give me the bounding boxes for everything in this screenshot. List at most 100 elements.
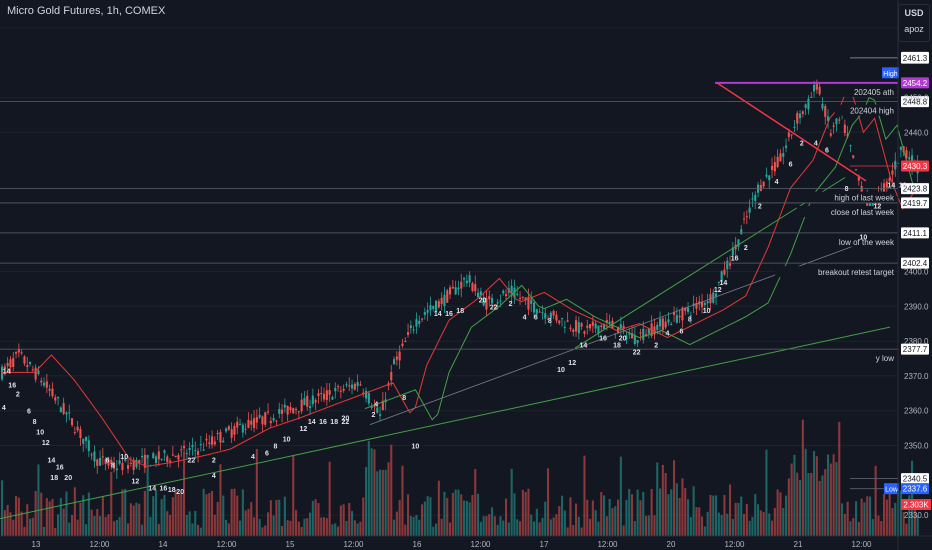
candle-body: [586, 325, 589, 328]
volume-bar: [628, 488, 631, 536]
count-label: 12: [42, 440, 50, 447]
candle-body: [367, 393, 370, 404]
volume-bar: [320, 517, 323, 536]
candle-body: [211, 436, 214, 445]
candle-body: [297, 411, 300, 413]
time-axis-tick: 12:00: [89, 540, 110, 549]
candle-body: [110, 459, 113, 465]
candle-body: [68, 412, 71, 414]
moving-average-red: [1, 89, 915, 467]
volume-bar: [359, 521, 362, 536]
volume-bar: [765, 449, 768, 536]
time-axis-tick: 12:00: [851, 540, 872, 549]
price-tag-bg: [901, 257, 929, 269]
count-label: 2: [654, 343, 658, 350]
volume-bar: [745, 504, 748, 536]
candle-body: [667, 319, 670, 323]
count-label: 8: [688, 316, 692, 323]
volume-bar: [334, 523, 337, 536]
volume-bar: [507, 522, 510, 536]
candle-body: [152, 453, 155, 458]
volume-bar: [435, 523, 438, 536]
candle-body: [594, 323, 597, 329]
high-tag-bg: [882, 67, 899, 79]
count-label: 22: [188, 457, 196, 464]
count-label: 14: [148, 485, 156, 492]
level-label-bg: [834, 104, 894, 116]
candle-body: [267, 411, 270, 413]
candle-body: [107, 458, 110, 466]
candle-body: [183, 446, 186, 449]
volume-bar: [401, 465, 404, 536]
volume-bar: [474, 469, 477, 536]
count-label: 6: [265, 450, 269, 457]
candle-body: [715, 293, 718, 297]
candle-body: [527, 296, 530, 310]
candle-body: [785, 145, 788, 148]
volume-bar: [712, 495, 715, 536]
candle-body: [227, 426, 230, 430]
count-label: 6: [27, 409, 31, 416]
volume-bar: [894, 502, 897, 536]
volume-bar: [706, 511, 709, 536]
candle-body: [684, 307, 687, 311]
candle-body: [9, 359, 12, 368]
count-label: 12: [568, 360, 576, 367]
candle-body: [446, 290, 449, 303]
level-label-bg: [813, 235, 894, 247]
candle-body: [832, 125, 835, 127]
volume-bar: [230, 489, 233, 536]
price-axis-tick: 2450.0: [904, 93, 929, 102]
volume-bar: [289, 520, 292, 536]
count-label: 2: [16, 391, 20, 398]
level-label: y low: [876, 354, 894, 363]
volume-bar: [51, 499, 54, 536]
volume-bar: [337, 526, 340, 536]
candle-body: [269, 420, 272, 424]
candle-body: [874, 202, 877, 205]
volume-bar: [199, 527, 202, 536]
volume-bar: [589, 518, 592, 536]
volume-bar: [132, 505, 135, 536]
currency-selector[interactable]: USD apoz: [898, 4, 930, 42]
volume-bar: [740, 496, 743, 536]
price-tag-bg: [901, 52, 929, 64]
volume-bar: [255, 448, 258, 536]
candle-body: [815, 83, 818, 90]
volume-bar: [437, 480, 440, 536]
candle-body: [807, 98, 810, 110]
low-tag-label: Low: [885, 487, 899, 494]
count-label: 18: [168, 487, 176, 494]
candle-body: [135, 459, 138, 468]
volume-bar: [451, 492, 454, 536]
count-label: 2: [371, 412, 375, 419]
level-label: 202405 ath: [854, 88, 894, 97]
candle-body: [477, 292, 480, 298]
descending-resistance: [716, 82, 867, 182]
candle-body: [703, 302, 706, 306]
candle-body: [827, 116, 830, 121]
candle-body: [362, 392, 365, 395]
volume-bar: [911, 460, 914, 536]
count-label: 22: [633, 350, 641, 357]
count-label: 8: [548, 318, 552, 325]
volume-bar: [737, 502, 740, 536]
candle-body: [244, 428, 247, 430]
volume-bar: [631, 494, 634, 536]
candle-body: [888, 177, 891, 182]
candle-body: [82, 438, 85, 444]
count-label: 20: [64, 475, 72, 482]
candle-body: [541, 312, 544, 314]
volume-bar: [869, 496, 872, 536]
candle-body: [328, 389, 331, 395]
count-label: 2: [800, 141, 804, 148]
candle-body: [85, 436, 88, 441]
volume-bar: [493, 516, 496, 536]
volume-bar: [715, 495, 718, 536]
candle-body: [370, 406, 373, 409]
candle-body: [678, 316, 681, 318]
volume-bar: [533, 521, 536, 536]
volume-bar: [838, 421, 841, 536]
